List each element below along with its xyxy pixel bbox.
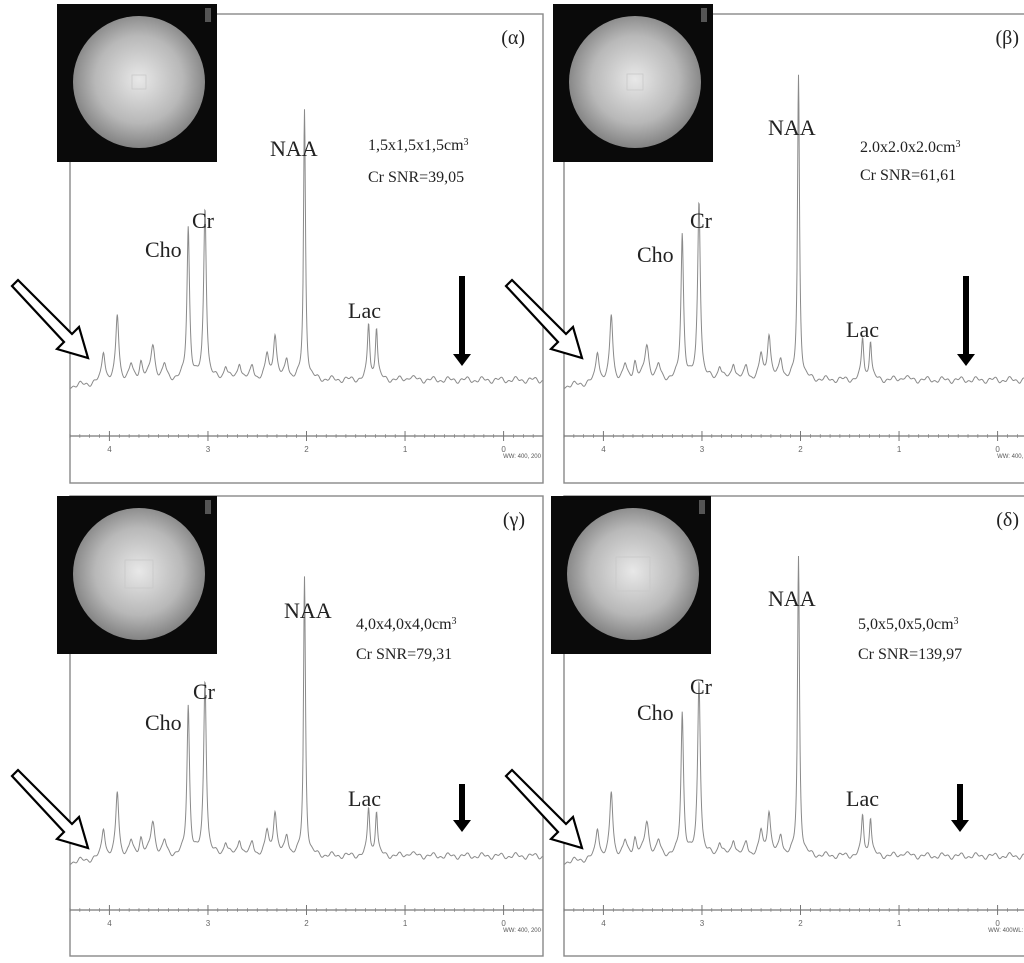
- tick-label: 3: [700, 445, 705, 454]
- spectrum-line: [564, 74, 1024, 389]
- voxel-size-text: 5,0x5,0x5,0cm: [858, 616, 954, 633]
- panel-letter: (β): [996, 27, 1020, 49]
- spectrum-line: [563, 555, 1024, 865]
- voxel-box: [131, 74, 147, 90]
- peak-label-naa: NAA: [270, 136, 318, 161]
- tick-label: 4: [107, 919, 112, 928]
- phantom-disc: [569, 16, 701, 148]
- voxel-size-exponent: 3: [956, 139, 961, 150]
- snr-label: Cr SNR=39,05: [368, 169, 464, 186]
- tick-label: 1: [897, 919, 902, 928]
- tick-label: 3: [206, 919, 211, 928]
- down-arrow-shaft: [459, 784, 465, 822]
- voxel-size-label: 1,5x1,5x1,5cm3: [368, 137, 469, 155]
- down-arrow-shaft: [957, 784, 963, 822]
- spectrum-line: [69, 576, 544, 865]
- tick-label: 3: [700, 919, 705, 928]
- panel-gamma: 4 3 2 1 0WW: 400, 200 (γ) Cho Cr NAA Lac 4,0x4,0x4…: [10, 495, 544, 957]
- panel-letter: (α): [501, 27, 525, 49]
- tick-label: 2: [304, 445, 309, 454]
- phantom-disc: [73, 16, 205, 148]
- voxel-size-label: 2.0x2.0x2.0cm3: [860, 139, 961, 157]
- voxel-size-exponent: 3: [954, 616, 959, 627]
- hollow-diagonal-arrow: [504, 278, 584, 360]
- down-arrow-shaft: [963, 276, 969, 356]
- tick-label: 0: [501, 919, 506, 928]
- peak-label-lac: Lac: [846, 786, 879, 811]
- voxel-size-text: 1,5x1,5x1,5cm: [368, 137, 464, 154]
- peak-label-naa: NAA: [768, 586, 816, 611]
- voxel-size-text: 4,0x4,0x4,0cm: [356, 616, 452, 633]
- peak-label-cho: Cho: [145, 237, 182, 262]
- ww-label: WW: 400, 200: [503, 928, 542, 934]
- voxel-size-text: 2.0x2.0x2.0cm: [860, 139, 956, 156]
- voxel-box: [626, 73, 644, 91]
- snr-label: Cr SNR=79,31: [356, 646, 452, 663]
- voxel-size-label: 5,0x5,0x5,0cm3: [858, 616, 959, 634]
- peak-label-naa: NAA: [284, 598, 332, 623]
- down-arrow-head: [453, 820, 471, 832]
- tick-label: 1: [403, 445, 408, 454]
- peak-label-cr: Cr: [690, 674, 713, 699]
- peak-label-naa: NAA: [768, 115, 816, 140]
- peak-label-cr: Cr: [193, 679, 216, 704]
- peak-label-cho: Cho: [637, 700, 674, 725]
- hollow-diagonal-arrow: [10, 768, 90, 850]
- tick-label: 1: [403, 919, 408, 928]
- peak-label-cr: Cr: [690, 208, 713, 233]
- spectrum-line: [70, 109, 544, 389]
- peak-label-cho: Cho: [145, 710, 182, 735]
- voxel-size-exponent: 3: [464, 137, 469, 148]
- voxel-box: [124, 559, 154, 589]
- voxel-size-exponent: 3: [452, 616, 457, 627]
- hollow-diagonal-arrow: [10, 278, 90, 360]
- panel-letter: (δ): [996, 509, 1019, 531]
- inset-scale-marker: [205, 8, 211, 22]
- phantom-disc: [567, 508, 699, 640]
- down-arrow-head: [453, 354, 471, 366]
- inset-scale-marker: [701, 8, 707, 22]
- phantom-disc: [73, 508, 205, 640]
- peak-label-lac: Lac: [348, 786, 381, 811]
- tick-label: 2: [798, 445, 803, 454]
- down-arrow-head: [951, 820, 969, 832]
- voxel-size-label: 4,0x4,0x4,0cm3: [356, 616, 457, 634]
- tick-label: 0: [995, 919, 1000, 928]
- snr-label: Cr SNR=61,61: [860, 167, 956, 184]
- peak-label-cho: Cho: [637, 242, 674, 267]
- ww-label: WW: 400WL: 200: [988, 928, 1024, 934]
- tick-label: 2: [798, 919, 803, 928]
- panel-alpha: 4 3 2 1 0WW: 400, 200 (α) Cho Cr NAA Lac 1,5x1,5x1…: [10, 4, 544, 484]
- ww-label: WW: 400, 200: [997, 454, 1024, 460]
- inset-scale-marker: [699, 500, 705, 514]
- tick-label: 0: [501, 445, 506, 454]
- down-arrow-head: [957, 354, 975, 366]
- peak-label-lac: Lac: [846, 317, 879, 342]
- tick-label: 3: [206, 445, 211, 454]
- snr-label: Cr SNR=139,97: [858, 646, 962, 663]
- tick-label: 2: [304, 919, 309, 928]
- voxel-box: [615, 556, 651, 592]
- ww-label: WW: 400, 200: [503, 454, 542, 460]
- peak-label-lac: Lac: [348, 298, 381, 323]
- tick-label: 4: [601, 919, 606, 928]
- tick-label: 0: [995, 445, 1000, 454]
- panel-letter: (γ): [503, 509, 525, 531]
- down-arrow-shaft: [459, 276, 465, 356]
- peak-label-cr: Cr: [192, 208, 215, 233]
- tick-label: 4: [107, 445, 112, 454]
- tick-label: 4: [601, 445, 606, 454]
- hollow-diagonal-arrow: [504, 768, 584, 850]
- inset-scale-marker: [205, 500, 211, 514]
- tick-label: 1: [897, 445, 902, 454]
